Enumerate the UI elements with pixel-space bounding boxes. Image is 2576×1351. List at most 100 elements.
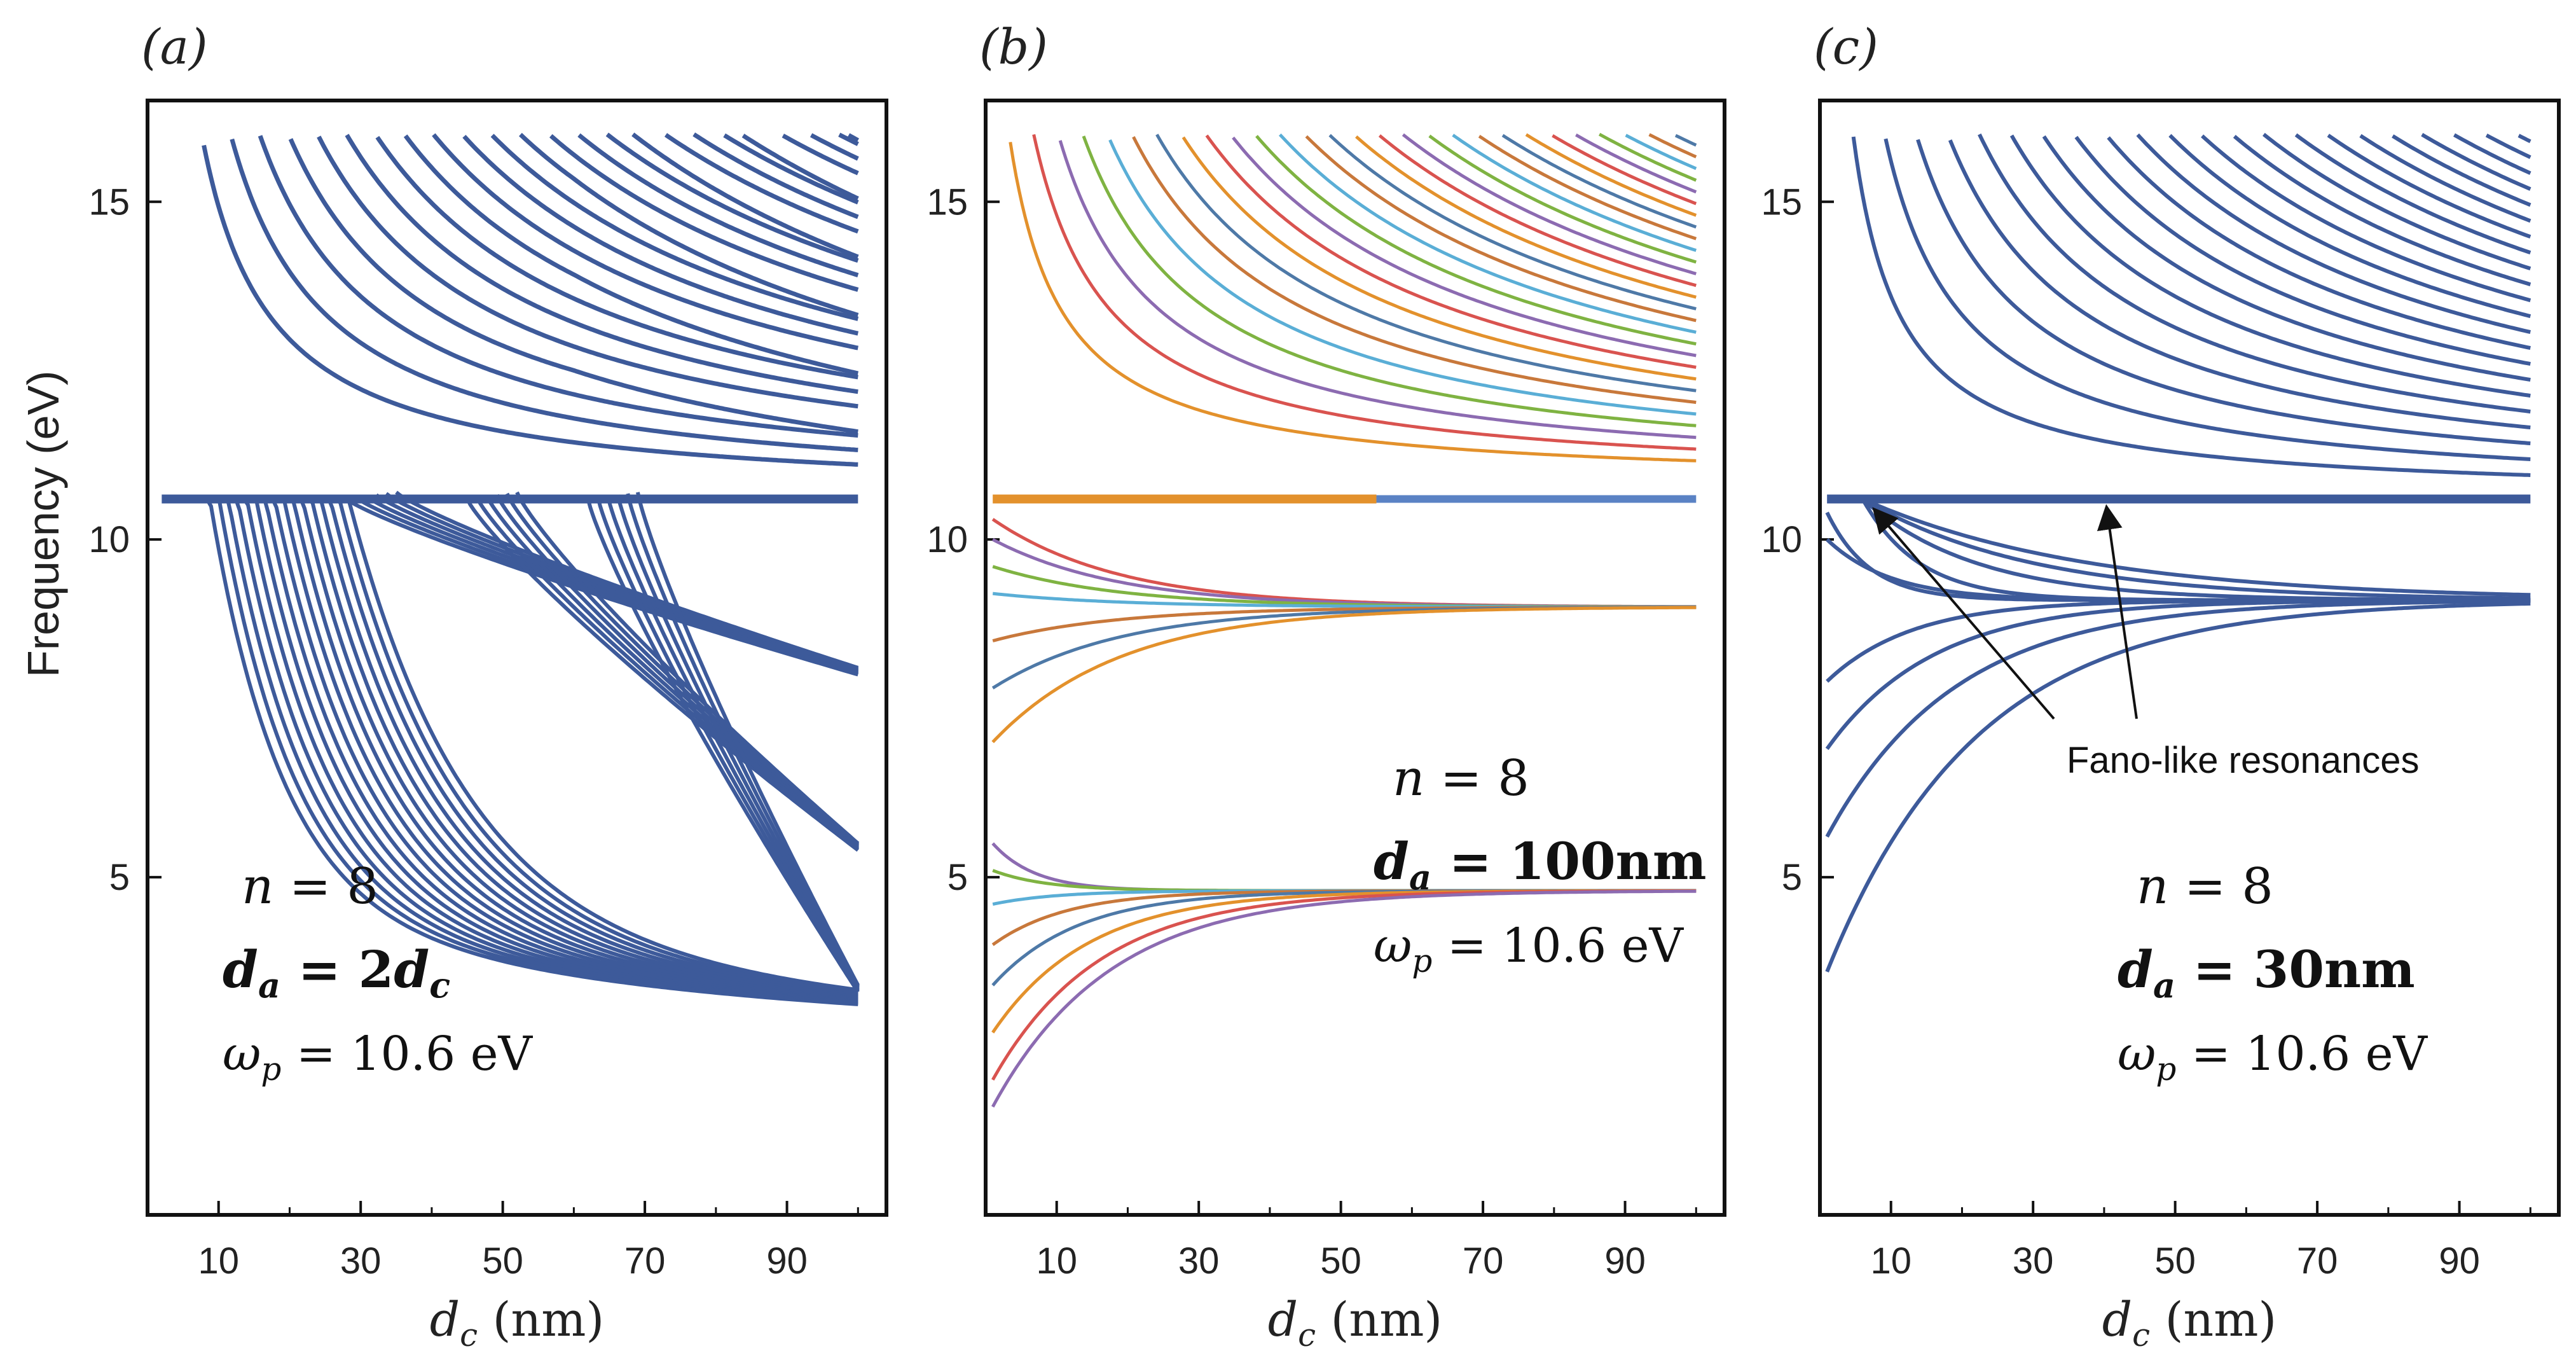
series-group: [190, 132, 860, 1006]
upper-branch-line: [2233, 135, 2531, 287]
x-axis-label: dc (nm): [2102, 1292, 2276, 1351]
upper-branch-line: [1851, 136, 2531, 477]
middle-branch-line: [992, 537, 1697, 609]
upper-branch-line: [1525, 133, 1697, 217]
plot-frame: [146, 99, 888, 1217]
lower-branch-line: [284, 497, 858, 997]
x-tick-label: 70: [624, 1240, 666, 1282]
upper-branch-line: [549, 134, 859, 292]
upper-branch-line: [1155, 134, 1697, 392]
panel-label: (b): [979, 18, 1048, 75]
upper-branch-line: [1674, 134, 1697, 147]
upper-branch-line: [1625, 134, 1697, 170]
annotation-omega-p: ωp = 10.6 eV: [2118, 1027, 2428, 1088]
upper-branch-line: [1108, 139, 1697, 416]
lower-branch-line: [991, 889, 1697, 1108]
upper-branch-line: [1478, 134, 1697, 240]
annotation-omega-p: ωp = 10.6 eV: [1374, 918, 1684, 980]
upper-branch-line: [202, 144, 858, 467]
x-tick-label: 50: [2154, 1240, 2196, 1282]
x-tick-label: 90: [2439, 1240, 2480, 1282]
upper-branch-line: [432, 133, 858, 350]
annotation-da: da = 30nm: [2118, 939, 2415, 1006]
plot-frame: [1818, 99, 2561, 1217]
upper-branch-line: [2421, 133, 2531, 191]
crossing-branch-line: [606, 495, 860, 990]
upper-branch-line: [2263, 132, 2531, 271]
x-tick-label: 70: [2297, 1240, 2338, 1282]
upper-branch-line: [2485, 133, 2531, 160]
upper-branch-line: [1378, 134, 1697, 288]
upper-branch-line: [2359, 134, 2531, 223]
upper-branch-line: [2392, 134, 2531, 207]
upper-branch-line: [2009, 134, 2531, 398]
upper-branch-line: [1181, 136, 1697, 381]
lower-branch-line: [318, 497, 858, 992]
crossing-branch-line: [395, 490, 859, 670]
lower-branch-line: [292, 497, 858, 997]
panel-a: 10 30 50 70 90 5 10 15 dc (nm) (a) Frequency (eV) n…: [18, 18, 888, 1351]
upper-branch-line: [1648, 133, 1697, 158]
x-tick-label: 30: [1178, 1240, 1220, 1282]
upper-branch-line: [1355, 135, 1697, 299]
upper-branch-line: [2107, 136, 2531, 350]
middle-branch-line: [991, 518, 1697, 609]
fano-arrow: [2097, 504, 2138, 719]
y-tick-label: 5: [109, 857, 130, 898]
x-tick-label: 30: [2013, 1240, 2054, 1282]
upper-branch-line: [838, 132, 859, 146]
upper-branch-line: [1278, 133, 1697, 334]
upper-branch-line: [2136, 133, 2531, 335]
upper-branch-line: [631, 132, 859, 260]
upper-branch-line: [1452, 134, 1697, 252]
fano-arrow: [1872, 507, 2055, 720]
upper-branch-line: [2294, 133, 2531, 255]
upper-branch-line: [1575, 133, 1697, 194]
y-axis-label: Frequency (eV): [18, 371, 68, 677]
crossing-branch-line: [596, 497, 860, 992]
upper-branch-line: [2201, 134, 2531, 303]
y-tick-label: 10: [88, 519, 130, 560]
upper-branch-line: [1328, 134, 1697, 310]
y-tick-label: 15: [926, 181, 968, 223]
fano-branch-line: [1861, 497, 2531, 600]
x-tick-label: 30: [340, 1240, 382, 1282]
fano-branch-line: [1861, 497, 2531, 597]
x-tick-label: 70: [1463, 1240, 1504, 1282]
upper-branch-line: [1132, 136, 1697, 405]
upper-branch-line: [375, 135, 858, 380]
upper-branch-line: [288, 138, 858, 434]
upper-branch-line: [809, 133, 859, 161]
x-tick-label: 10: [1870, 1240, 1911, 1282]
upper-branch-line: [2517, 134, 2531, 144]
lower-branch-line: [309, 497, 858, 994]
converging-branch-line: [1825, 599, 2531, 838]
y-tick-label: 10: [926, 519, 968, 560]
upper-branch-line: [1402, 133, 1697, 275]
upper-branch-line: [1552, 134, 1697, 205]
upper-branch-line: [782, 134, 859, 176]
crossing-branch-line: [465, 498, 860, 852]
upper-branch-line: [519, 132, 859, 317]
upper-branch-line: [741, 134, 859, 201]
x-tick-label: 50: [482, 1240, 523, 1282]
annotation-da: da = 100nm: [1374, 831, 1706, 897]
converging-branch-line: [1825, 602, 2531, 973]
annotation-da: da = 2dc: [223, 939, 450, 1006]
upper-branch-line: [605, 132, 859, 263]
upper-branch-line: [2074, 135, 2531, 366]
x-tick-label: 90: [1604, 1240, 1646, 1282]
annotation-n: n = 8: [242, 858, 378, 915]
upper-branch-line: [1978, 133, 2531, 414]
middle-branch-line: [991, 606, 1697, 689]
panel-label: (c): [1814, 18, 1878, 75]
upper-branch-line: [1255, 135, 1697, 346]
upper-branch-line: [345, 134, 858, 394]
crossing-branch-line: [635, 492, 860, 987]
crossing-branch-line: [626, 493, 860, 988]
upper-branch-line: [1599, 132, 1697, 182]
upper-branch-line: [2042, 135, 2531, 382]
upper-branch-line: [1009, 141, 1697, 462]
fano-annotation: Fano-like resonances: [2067, 740, 2420, 781]
upper-branch-line: [723, 133, 859, 205]
